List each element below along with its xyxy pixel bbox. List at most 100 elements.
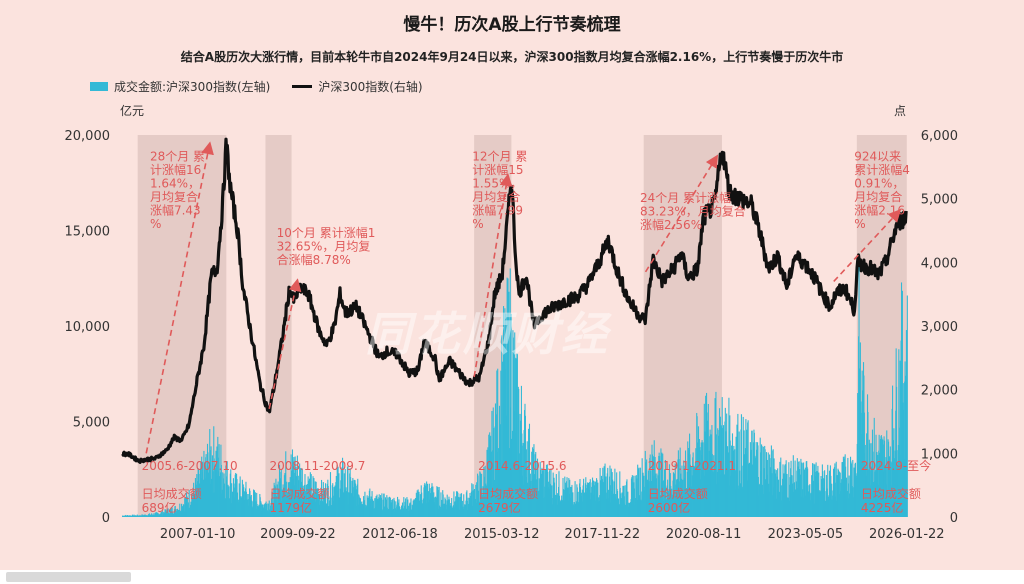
volume-bar	[395, 501, 397, 517]
annotation-arrow-3	[644, 154, 719, 273]
volume-bar	[213, 458, 215, 517]
annotation-text-0: 1.64%，	[150, 176, 200, 190]
volume-bar	[244, 491, 246, 517]
volume-bar	[542, 470, 544, 517]
period-volume-note-1: 日均成交额	[269, 486, 329, 501]
volume-bar	[659, 456, 661, 517]
volume-bar	[862, 390, 864, 517]
volume-bar	[174, 506, 176, 517]
annotation-text-2: 月均复合	[472, 189, 520, 204]
volume-bar	[357, 478, 359, 517]
volume-bar	[791, 475, 793, 517]
annotation-text-0: %	[150, 217, 161, 231]
volume-bar	[314, 481, 316, 517]
left-tick-label: 5,000	[73, 416, 110, 431]
chart-title: 慢牛！历次A股上行节奏梳理	[403, 15, 621, 35]
volume-bar	[407, 499, 409, 517]
volume-bar	[792, 455, 794, 517]
volume-bar	[239, 476, 241, 517]
volume-bar	[761, 445, 763, 517]
volume-bar	[811, 463, 814, 517]
volume-bar	[280, 469, 282, 517]
period-label-1: 2008.11-2009.7	[269, 459, 365, 473]
annotation-arrow-0	[145, 141, 214, 454]
annotation-text-3: 83.23%，月均复合	[640, 203, 746, 218]
x-tick-label: 2007-01-10	[160, 527, 236, 542]
volume-bar	[228, 486, 230, 517]
volume-bar	[437, 487, 439, 517]
volume-bar	[317, 487, 319, 517]
volume-bar	[425, 485, 427, 517]
annotation-arrow-2	[473, 173, 513, 378]
volume-bar	[857, 393, 859, 517]
volume-bar	[551, 485, 553, 517]
volume-bar	[179, 503, 181, 517]
volume-bar	[888, 456, 890, 517]
volume-bar	[451, 498, 453, 517]
volume-bar	[614, 468, 616, 517]
volume-bar	[722, 425, 725, 517]
volume-bar	[132, 514, 134, 517]
volume-bar	[703, 403, 705, 517]
volume-bar	[830, 475, 832, 517]
index-line	[121, 137, 908, 464]
volume-bar	[715, 434, 717, 517]
period-label-0: 2005.6-2007.10	[142, 459, 238, 473]
volume-bar	[607, 467, 609, 517]
volume-bar	[572, 492, 574, 517]
volume-bar	[869, 443, 871, 517]
legend-item-volume: 成交金额:沪深300指数(左轴)	[90, 78, 270, 95]
volume-bar	[524, 415, 526, 517]
volume-bar	[660, 448, 662, 517]
footer-strip	[0, 570, 1024, 584]
volume-bar	[637, 468, 639, 517]
footer-blur	[6, 572, 131, 582]
volume-bar	[528, 423, 531, 517]
left-tick-label: 10,000	[65, 320, 111, 335]
volume-bar	[898, 349, 900, 517]
period-label-2: 2014.6-2015.6	[478, 459, 566, 473]
volume-bar	[381, 493, 383, 517]
volume-bar	[392, 499, 394, 517]
volume-bar	[516, 354, 518, 517]
volume-bar	[886, 430, 888, 517]
volume-bar	[329, 472, 332, 517]
volume-bar	[372, 500, 374, 517]
right-tick-label: 0	[950, 511, 958, 526]
volume-bar	[674, 463, 676, 517]
volume-bar	[796, 458, 798, 517]
volume-bar	[906, 295, 908, 517]
volume-bar	[188, 489, 190, 517]
period-volume-note-2: 2679亿	[478, 500, 521, 515]
volume-bar	[414, 500, 416, 517]
volume-bar	[124, 515, 126, 517]
volume-bar	[727, 452, 729, 517]
volume-bar	[500, 370, 502, 517]
period-volume-note-0: 日均成交额	[142, 486, 202, 501]
right-tick-label: 1,000	[921, 447, 958, 462]
volume-bar	[364, 491, 366, 517]
volume-bar	[710, 434, 712, 517]
volume-bar	[594, 481, 596, 517]
volume-bar	[268, 500, 270, 517]
volume-bar	[141, 514, 143, 517]
volume-bar	[418, 491, 420, 517]
volume-bar	[535, 479, 537, 517]
volume-bar	[463, 494, 465, 517]
chart-subtitle: 结合A股历次大涨行情，目前本轮牛市自2024年9月24日以来，沪深300指数月均…	[180, 50, 844, 64]
volume-bar	[406, 497, 408, 517]
volume-bar	[475, 484, 477, 517]
volume-bar	[624, 485, 626, 517]
annotation-text-1: 合涨幅8.78%	[277, 252, 351, 267]
x-tick-label: 2012-06-18	[362, 527, 438, 542]
annotation-text-4: 月均复合	[854, 189, 902, 204]
volume-bar	[471, 483, 473, 517]
left-tick-label: 15,000	[65, 225, 111, 240]
x-tick-label: 2015-03-12	[464, 527, 540, 542]
volume-bar	[718, 408, 721, 517]
volume-bar	[626, 479, 628, 517]
volume-bar	[153, 513, 155, 517]
volume-bar	[721, 397, 723, 517]
legend-label-volume: 成交金额:沪深300指数(左轴)	[114, 80, 271, 94]
